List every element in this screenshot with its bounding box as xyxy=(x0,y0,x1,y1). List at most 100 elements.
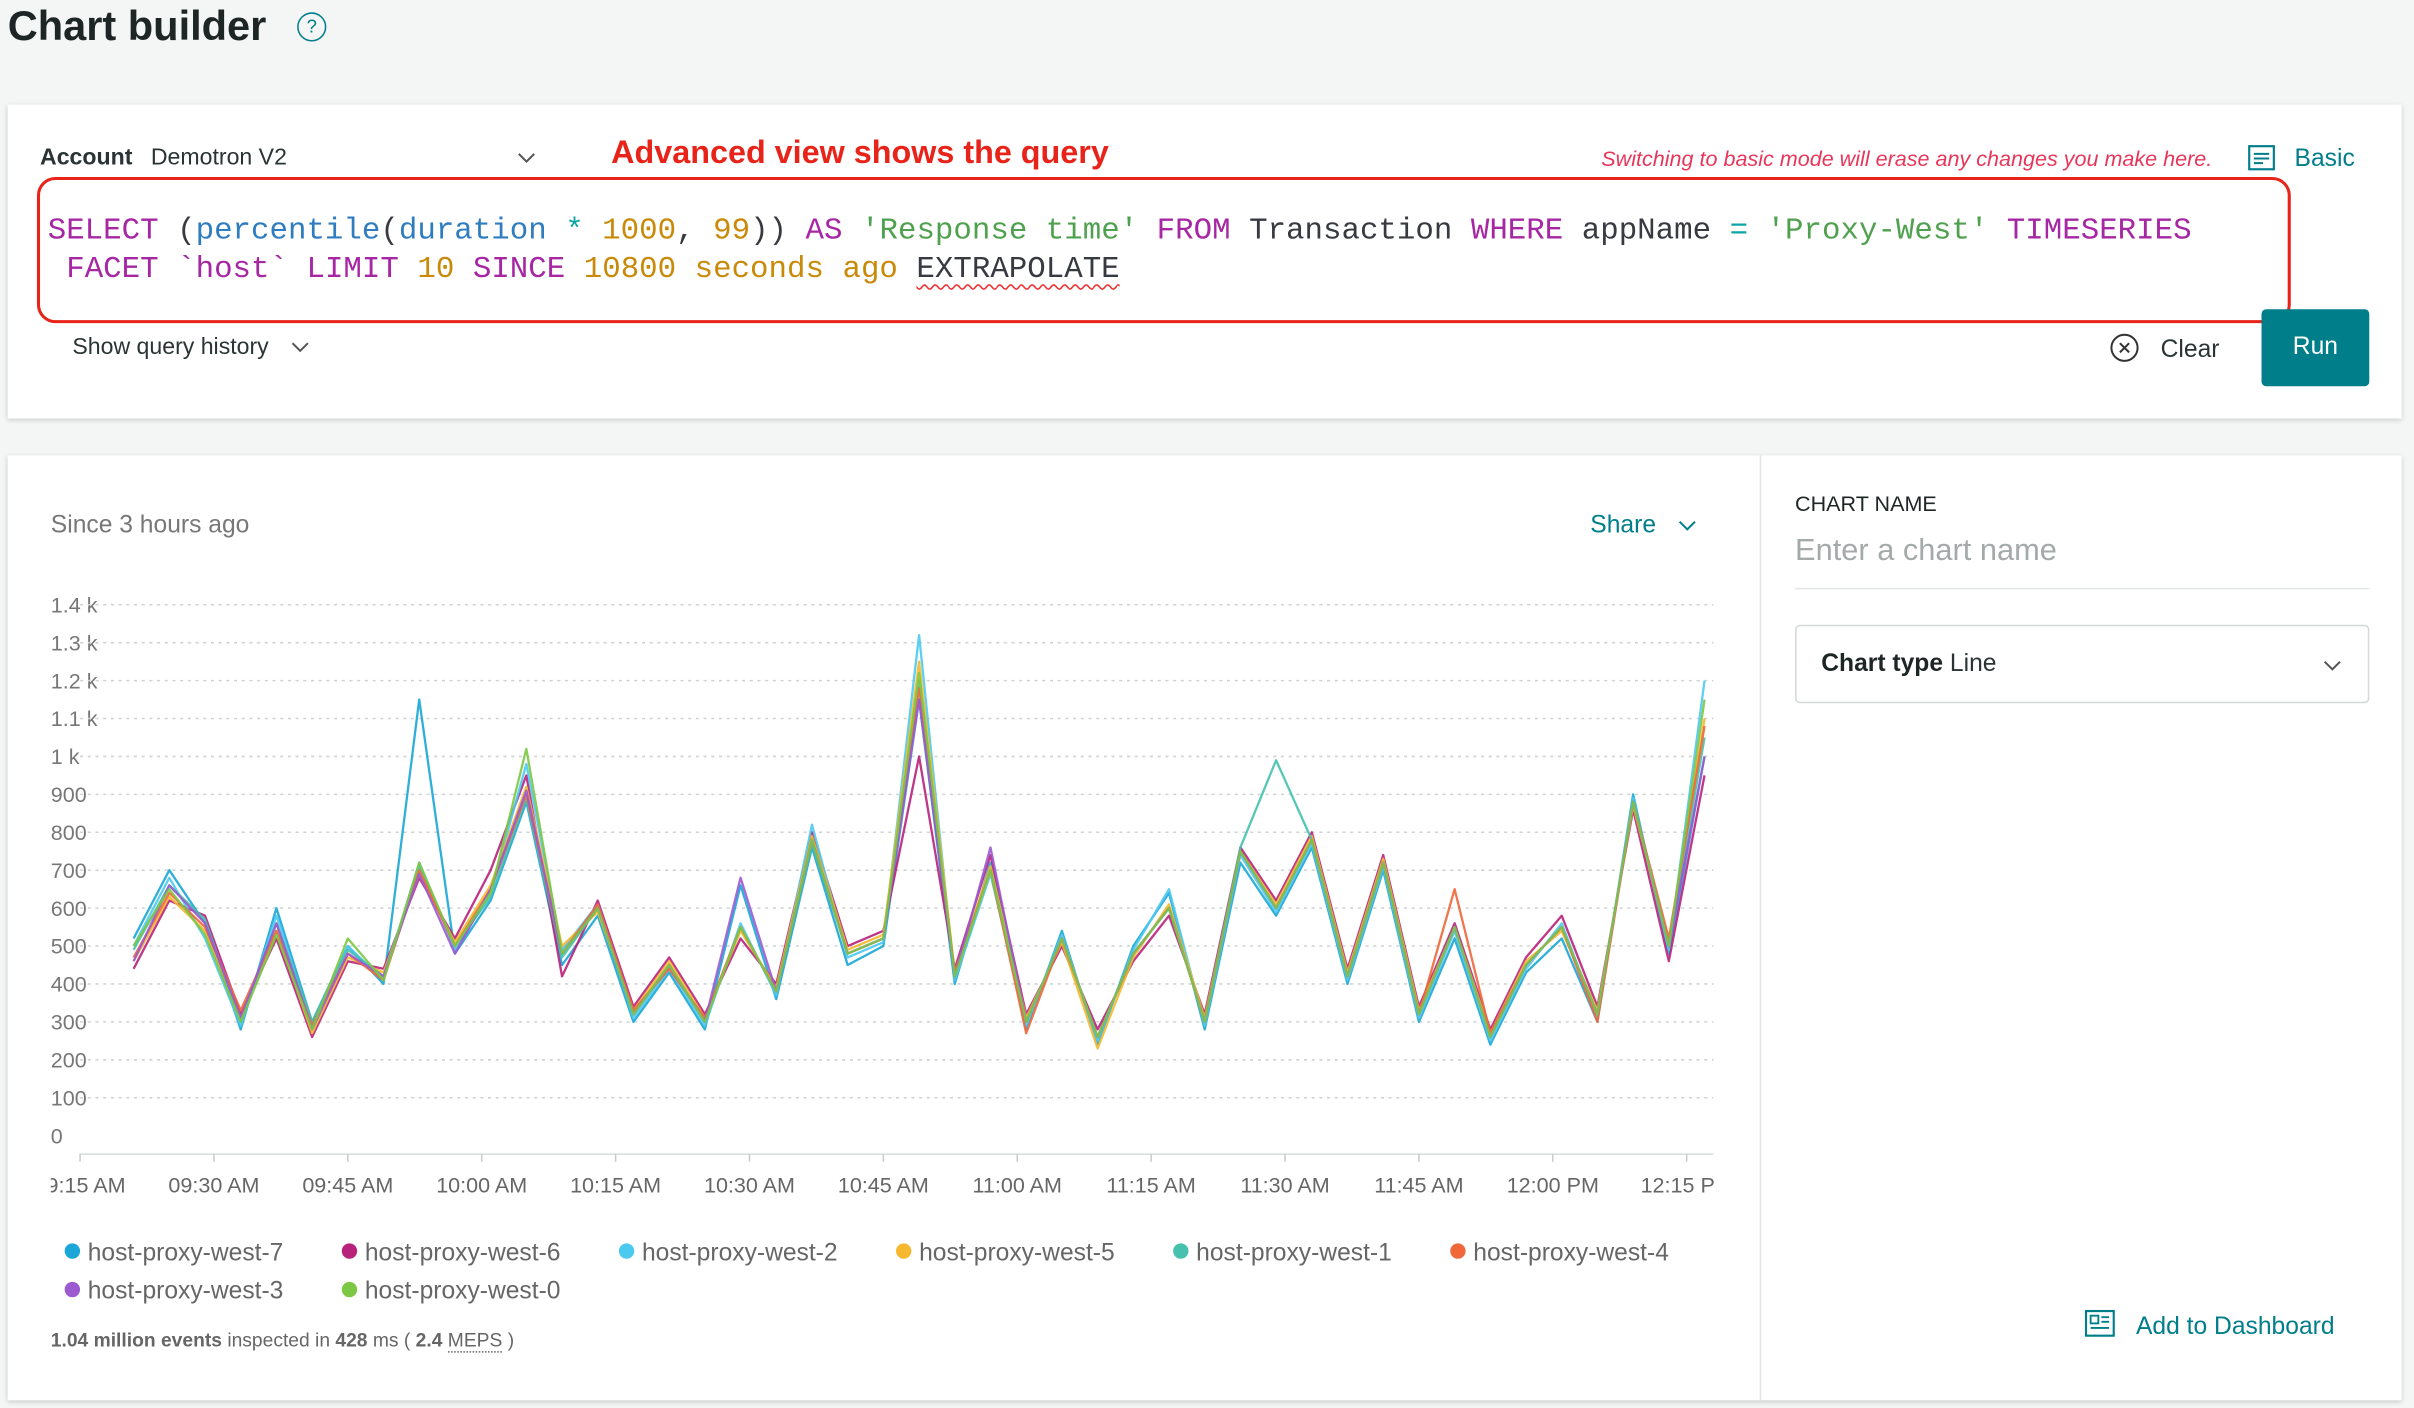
y-tick-label: 1.1 k xyxy=(51,707,98,731)
panel-divider xyxy=(1759,455,1762,1401)
query-token: SINCE xyxy=(472,252,566,288)
y-tick-label: 700 xyxy=(51,859,87,883)
annotation-box xyxy=(36,176,2291,324)
share-button[interactable]: Share xyxy=(1590,512,1696,540)
query-token: FACET xyxy=(66,252,159,288)
clear-icon xyxy=(2110,333,2139,362)
events-count: 1.04 million events xyxy=(50,1329,222,1352)
chevron xyxy=(1679,520,1696,531)
chevron xyxy=(291,342,309,353)
legend-swatch xyxy=(1450,1243,1466,1259)
dashboard-icon xyxy=(2084,1309,2115,1337)
x-tick-label: 09:45 AM xyxy=(302,1174,393,1198)
query-token: 10 xyxy=(417,252,455,288)
stats-text: ms ( xyxy=(372,1329,411,1352)
y-tick-label: 300 xyxy=(51,1011,87,1035)
series-line xyxy=(132,755,1706,1039)
history-label: Show query history xyxy=(72,333,269,361)
query-token: percentile xyxy=(195,213,381,250)
y-tick-label: 1.3 k xyxy=(51,631,98,655)
y-tick-label: 400 xyxy=(51,973,87,997)
legend-swatch xyxy=(1173,1243,1189,1259)
y-tick-label: 1.2 k xyxy=(51,669,98,693)
basic-icon xyxy=(2248,145,2275,171)
y-tick-label: 600 xyxy=(51,897,87,921)
x-tick-label: 12:15 PM xyxy=(1641,1174,1733,1198)
mode-warning: Switching to basic mode will erase any c… xyxy=(1601,146,2213,171)
query-card xyxy=(7,104,2402,419)
chevron xyxy=(518,153,535,163)
series-line xyxy=(132,660,1706,1050)
clear-button[interactable]: Clear xyxy=(2109,332,2219,364)
y-tick-label: 1 k xyxy=(51,745,80,769)
query-token: AS xyxy=(805,213,843,250)
series-line xyxy=(132,671,1706,1039)
legend-swatch xyxy=(64,1243,81,1259)
clear-label: Clear xyxy=(2160,336,2220,364)
y-tick-label: 1.4 k xyxy=(51,593,98,617)
series-line xyxy=(132,687,1706,1039)
y-tick-label: 200 xyxy=(51,1048,87,1072)
query-token: ( xyxy=(380,213,399,250)
query-token: Transaction xyxy=(1249,213,1453,250)
query-editor[interactable]: SELECT (percentile(duration * 1000, 99))… xyxy=(48,212,2192,289)
chevron xyxy=(2323,660,2341,671)
annotation: Advanced view shows the query xyxy=(611,135,1109,171)
query-token: 'Response time' xyxy=(861,213,1139,250)
x-tick-label: 11:45 AM xyxy=(1374,1174,1463,1198)
y-tick-label: 0 xyxy=(51,1124,63,1148)
basic-button[interactable]: Basic xyxy=(2248,145,2355,174)
query-token: , xyxy=(676,213,695,250)
x-tick-labels: 09:15 AM 09:30 AM 09:45 AM 10:00 AM 10:15 AM… xyxy=(51,1174,1733,1198)
x-tick-label: 11:00 AM xyxy=(973,1174,1062,1198)
query-token: 'Proxy-West' xyxy=(1766,213,1989,250)
run-button[interactable]: Run xyxy=(2261,309,2370,387)
query-token: duration xyxy=(398,213,547,250)
meps: 2.4 xyxy=(415,1329,443,1352)
legend-label: host-proxy-west-3 xyxy=(88,1278,284,1305)
query-token: LIMIT xyxy=(306,252,399,288)
query-token: TIMESERIES xyxy=(2006,213,2192,250)
duration: 428 xyxy=(335,1329,368,1352)
query-token: `host` xyxy=(177,252,288,288)
share-label: Share xyxy=(1590,512,1657,539)
page-title: Chart builder xyxy=(7,3,267,50)
add-label: Add to Dashboard xyxy=(2135,1314,2335,1341)
stats-text: ) xyxy=(507,1329,515,1352)
time-range: Since 3 hours ago xyxy=(50,512,250,539)
query-token: FROM xyxy=(1156,213,1231,250)
chart-type-value: Line xyxy=(1949,650,1997,678)
chart-name-input[interactable]: Enter a chart name xyxy=(1795,533,2370,590)
legend-swatch xyxy=(341,1243,358,1259)
legend-swatch xyxy=(341,1281,358,1298)
series-line xyxy=(132,698,1706,1039)
chart-type-select[interactable]: Chart type Line xyxy=(1795,624,2370,704)
query-token: 1000 xyxy=(602,213,677,250)
query-stats: 1.04 million events inspected in 428 ms … xyxy=(50,1329,515,1353)
query-token: EXTRAPOLATE xyxy=(916,252,1120,288)
account-value: Demotron V2 xyxy=(150,144,287,171)
query-token: )) xyxy=(750,213,788,250)
placeholder: Enter a chart name xyxy=(1795,533,2057,568)
query-token: = xyxy=(1729,213,1749,250)
help-icon[interactable]: ? xyxy=(297,12,327,42)
legend-swatch xyxy=(895,1243,912,1259)
query-token: 10800 xyxy=(583,252,677,288)
query-token: ( xyxy=(177,213,196,250)
series-line xyxy=(132,698,1706,1046)
x-tick-label: 11:15 AM xyxy=(1106,1174,1195,1198)
legend-swatch xyxy=(618,1243,635,1259)
x-tick-label: 12:00 PM xyxy=(1507,1174,1599,1198)
query-history-toggle[interactable]: Show query history xyxy=(72,334,309,360)
query-token: appName xyxy=(1581,213,1712,250)
y-tick-label: 100 xyxy=(51,1086,87,1110)
add-to-dashboard[interactable]: Add to Dashboard xyxy=(2084,1309,2335,1342)
legend-label: host-proxy-west-4 xyxy=(1473,1239,1669,1266)
x-tick-label: 09:30 AM xyxy=(168,1174,259,1198)
y-tick-label: 800 xyxy=(51,821,87,845)
query-token: * xyxy=(565,213,584,250)
account-select[interactable]: Demotron V2 xyxy=(151,145,545,171)
x-tick-label: 10:30 AM xyxy=(704,1174,795,1198)
legend-swatch xyxy=(64,1281,81,1298)
